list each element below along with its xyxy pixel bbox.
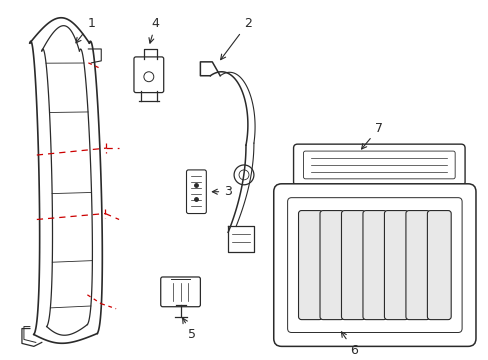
Text: 6: 6 — [341, 332, 357, 357]
FancyBboxPatch shape — [303, 151, 454, 179]
FancyBboxPatch shape — [134, 57, 163, 93]
FancyBboxPatch shape — [287, 198, 461, 333]
FancyBboxPatch shape — [384, 211, 407, 320]
FancyBboxPatch shape — [362, 211, 386, 320]
Text: 4: 4 — [149, 17, 160, 43]
Text: 2: 2 — [220, 17, 251, 60]
Text: 1: 1 — [76, 17, 95, 43]
Text: 5: 5 — [182, 318, 196, 341]
FancyBboxPatch shape — [273, 184, 475, 346]
FancyBboxPatch shape — [298, 211, 322, 320]
FancyBboxPatch shape — [427, 211, 450, 320]
Text: 3: 3 — [212, 185, 232, 198]
FancyBboxPatch shape — [186, 170, 206, 213]
FancyBboxPatch shape — [319, 211, 343, 320]
FancyBboxPatch shape — [293, 144, 464, 186]
FancyBboxPatch shape — [161, 277, 200, 307]
FancyBboxPatch shape — [405, 211, 429, 320]
FancyBboxPatch shape — [341, 211, 365, 320]
Text: 7: 7 — [361, 122, 382, 149]
